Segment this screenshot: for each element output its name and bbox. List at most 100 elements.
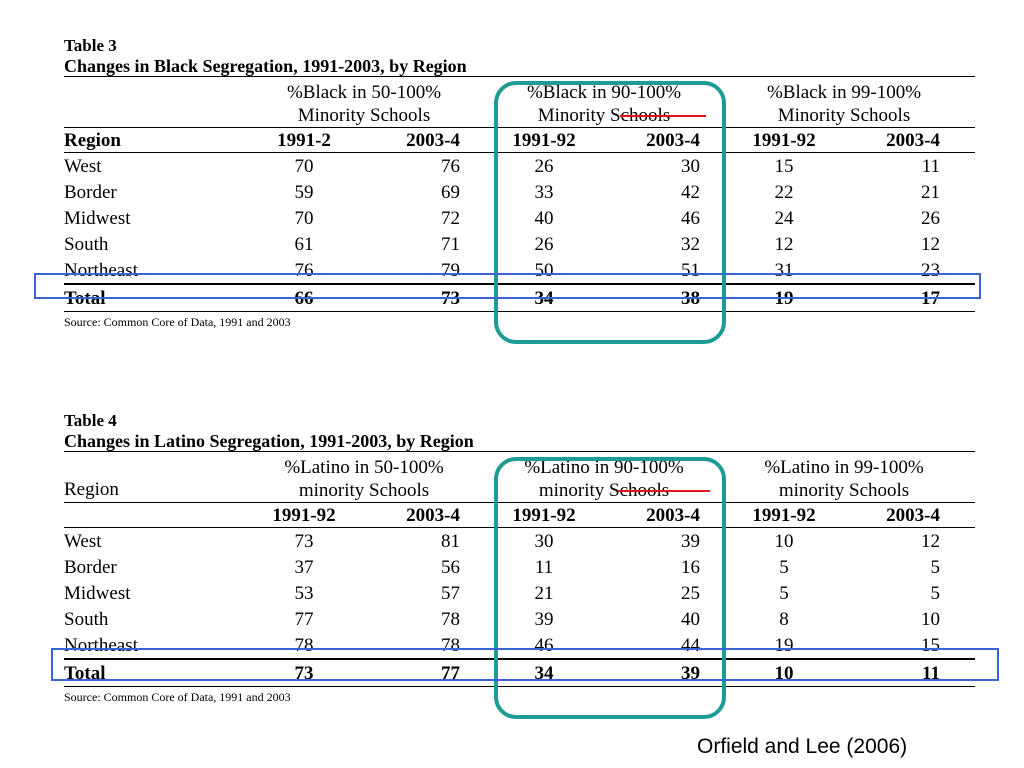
table-cell: Border <box>64 557 117 578</box>
group-header-cell: %Latino in 99-100% minority Schools <box>764 457 924 501</box>
table-cell: 32 <box>681 234 700 255</box>
citation: Orfield and Lee (2006) <box>697 735 908 758</box>
table-cell: 76 <box>294 260 314 281</box>
rule <box>64 502 975 503</box>
table-cell: 15 <box>921 635 940 656</box>
column-header: 2003-4 <box>886 505 940 526</box>
table-cell: 76 <box>441 156 460 177</box>
table-cell: 12 <box>921 234 940 255</box>
table-cell: 40 <box>681 609 700 630</box>
table-cell: 72 <box>441 208 460 229</box>
table-cell: 26 <box>534 234 554 255</box>
table-cell: 77 <box>441 663 460 684</box>
table-row: Northeast 76 79 50 51 31 23 <box>64 257 975 283</box>
table-row: Border 59 69 33 42 22 21 <box>64 179 975 205</box>
table-cell: 51 <box>681 260 700 281</box>
column-header: 2003-4 <box>646 505 700 526</box>
rule <box>64 686 975 687</box>
table-cell: 11 <box>534 557 554 578</box>
table-cell: 26 <box>921 208 940 229</box>
rule <box>64 451 975 452</box>
rule <box>64 283 975 285</box>
group-header: %Black in 50-100% Minority Schools %Black… <box>64 77 975 127</box>
table-cell: 10 <box>921 609 940 630</box>
table-cell: 50 <box>534 260 554 281</box>
table-cell: 77 <box>294 609 314 630</box>
table-cell: 24 <box>774 208 794 229</box>
table-title: Changes in Latino Segregation, 1991-2003… <box>64 431 474 451</box>
table-cell: 46 <box>681 208 700 229</box>
table-cell: 10 <box>774 663 794 684</box>
table-cell: 61 <box>294 234 314 255</box>
table-cell: West <box>64 156 102 177</box>
table-cell: 59 <box>294 182 314 203</box>
table-cell: Northeast <box>64 635 138 656</box>
table-cell: 70 <box>294 208 314 229</box>
group-header-cell: %Black in 99-100% Minority Schools <box>766 82 922 126</box>
table-cell: 5 <box>779 583 789 604</box>
table-cell: 73 <box>294 663 314 684</box>
table-cell: 23 <box>921 260 940 281</box>
rule <box>64 76 975 77</box>
red-underline <box>620 115 706 117</box>
table-row: Midwest 53 57 21 25 5 5 <box>64 580 975 606</box>
table-cell: 70 <box>294 156 314 177</box>
rule <box>64 152 975 153</box>
total-row: Total 73 77 34 39 10 11 <box>64 660 975 686</box>
table-cell: Northeast <box>64 260 138 281</box>
table-row: West 73 81 30 39 10 12 <box>64 528 975 554</box>
table-body: West 70 76 26 30 15 11 Border 59 69 33 42 22 21 Midwes… <box>64 153 975 283</box>
table-cell: 12 <box>921 531 940 552</box>
column-header: 1991-92 <box>512 505 576 526</box>
table-4: Table 4 Changes in Latino Segregation, 1… <box>64 411 975 705</box>
table-title: Changes in Black Segregation, 1991-2003,… <box>64 56 467 76</box>
column-header-row: 1991-92 2003-4 1991-92 2003-4 1991-92 20… <box>64 503 975 527</box>
table-cell: 56 <box>441 557 460 578</box>
table-cell: 10 <box>774 531 794 552</box>
table-number: Table 3 <box>64 36 117 55</box>
table-cell: Total <box>64 663 106 684</box>
table-cell: 81 <box>441 531 460 552</box>
table-cell: 5 <box>930 557 941 578</box>
table-cell: 11 <box>921 156 940 177</box>
group-header-cell: %Latino in 90-100% minority Schools <box>524 457 684 501</box>
table-cell: Midwest <box>64 583 131 604</box>
rule <box>64 311 975 312</box>
group-header: Region %Latino in 50-100% minority School… <box>64 452 975 502</box>
table-row: South 77 78 39 40 8 10 <box>64 606 975 632</box>
table-row: South 61 71 26 32 12 12 <box>64 231 975 257</box>
column-header: 2003-4 <box>406 505 460 526</box>
table-cell: South <box>64 234 109 255</box>
table-cell: 5 <box>779 557 789 578</box>
table-cell: 69 <box>441 182 460 203</box>
table-cell: 34 <box>534 663 554 684</box>
table-row: West 70 76 26 30 15 11 <box>64 153 975 179</box>
red-underline <box>618 490 710 492</box>
table-cell: 44 <box>681 635 700 656</box>
table-cell: 78 <box>294 635 314 656</box>
table-cell: 22 <box>774 182 794 203</box>
table-cell: 5 <box>930 583 941 604</box>
table-cell: 53 <box>294 583 314 604</box>
table-cell: 16 <box>681 557 700 578</box>
column-header: 1991-92 <box>752 130 816 151</box>
source-note: Source: Common Core of Data, 1991 and 20… <box>64 690 291 704</box>
column-header-row: Region 1991-2 2003-4 1991-92 2003-4 1991… <box>64 128 975 152</box>
column-header: Region <box>64 130 121 151</box>
table-cell: 46 <box>534 635 554 656</box>
table-cell: 31 <box>774 260 794 281</box>
table-cell: 78 <box>441 635 460 656</box>
region-label: Region <box>64 479 119 500</box>
table-cell: 11 <box>922 663 940 684</box>
table-cell: 30 <box>681 156 700 177</box>
table-cell: 26 <box>534 156 554 177</box>
table-cell: 39 <box>681 663 700 684</box>
table-number: Table 4 <box>64 411 117 430</box>
group-header-cell: %Black in 90-100% Minority Schools <box>526 82 682 126</box>
table-cell: 12 <box>774 234 794 255</box>
table-3: Table 3 Changes in Black Segregation, 19… <box>64 36 975 330</box>
source-note: Source: Common Core of Data, 1991 and 20… <box>64 315 291 329</box>
table-body: West 73 81 30 39 10 12 Border 37 56 11 16 5 5 Midwest 5… <box>64 528 975 658</box>
table-cell: 40 <box>534 208 554 229</box>
column-header: 1991-92 <box>752 505 816 526</box>
